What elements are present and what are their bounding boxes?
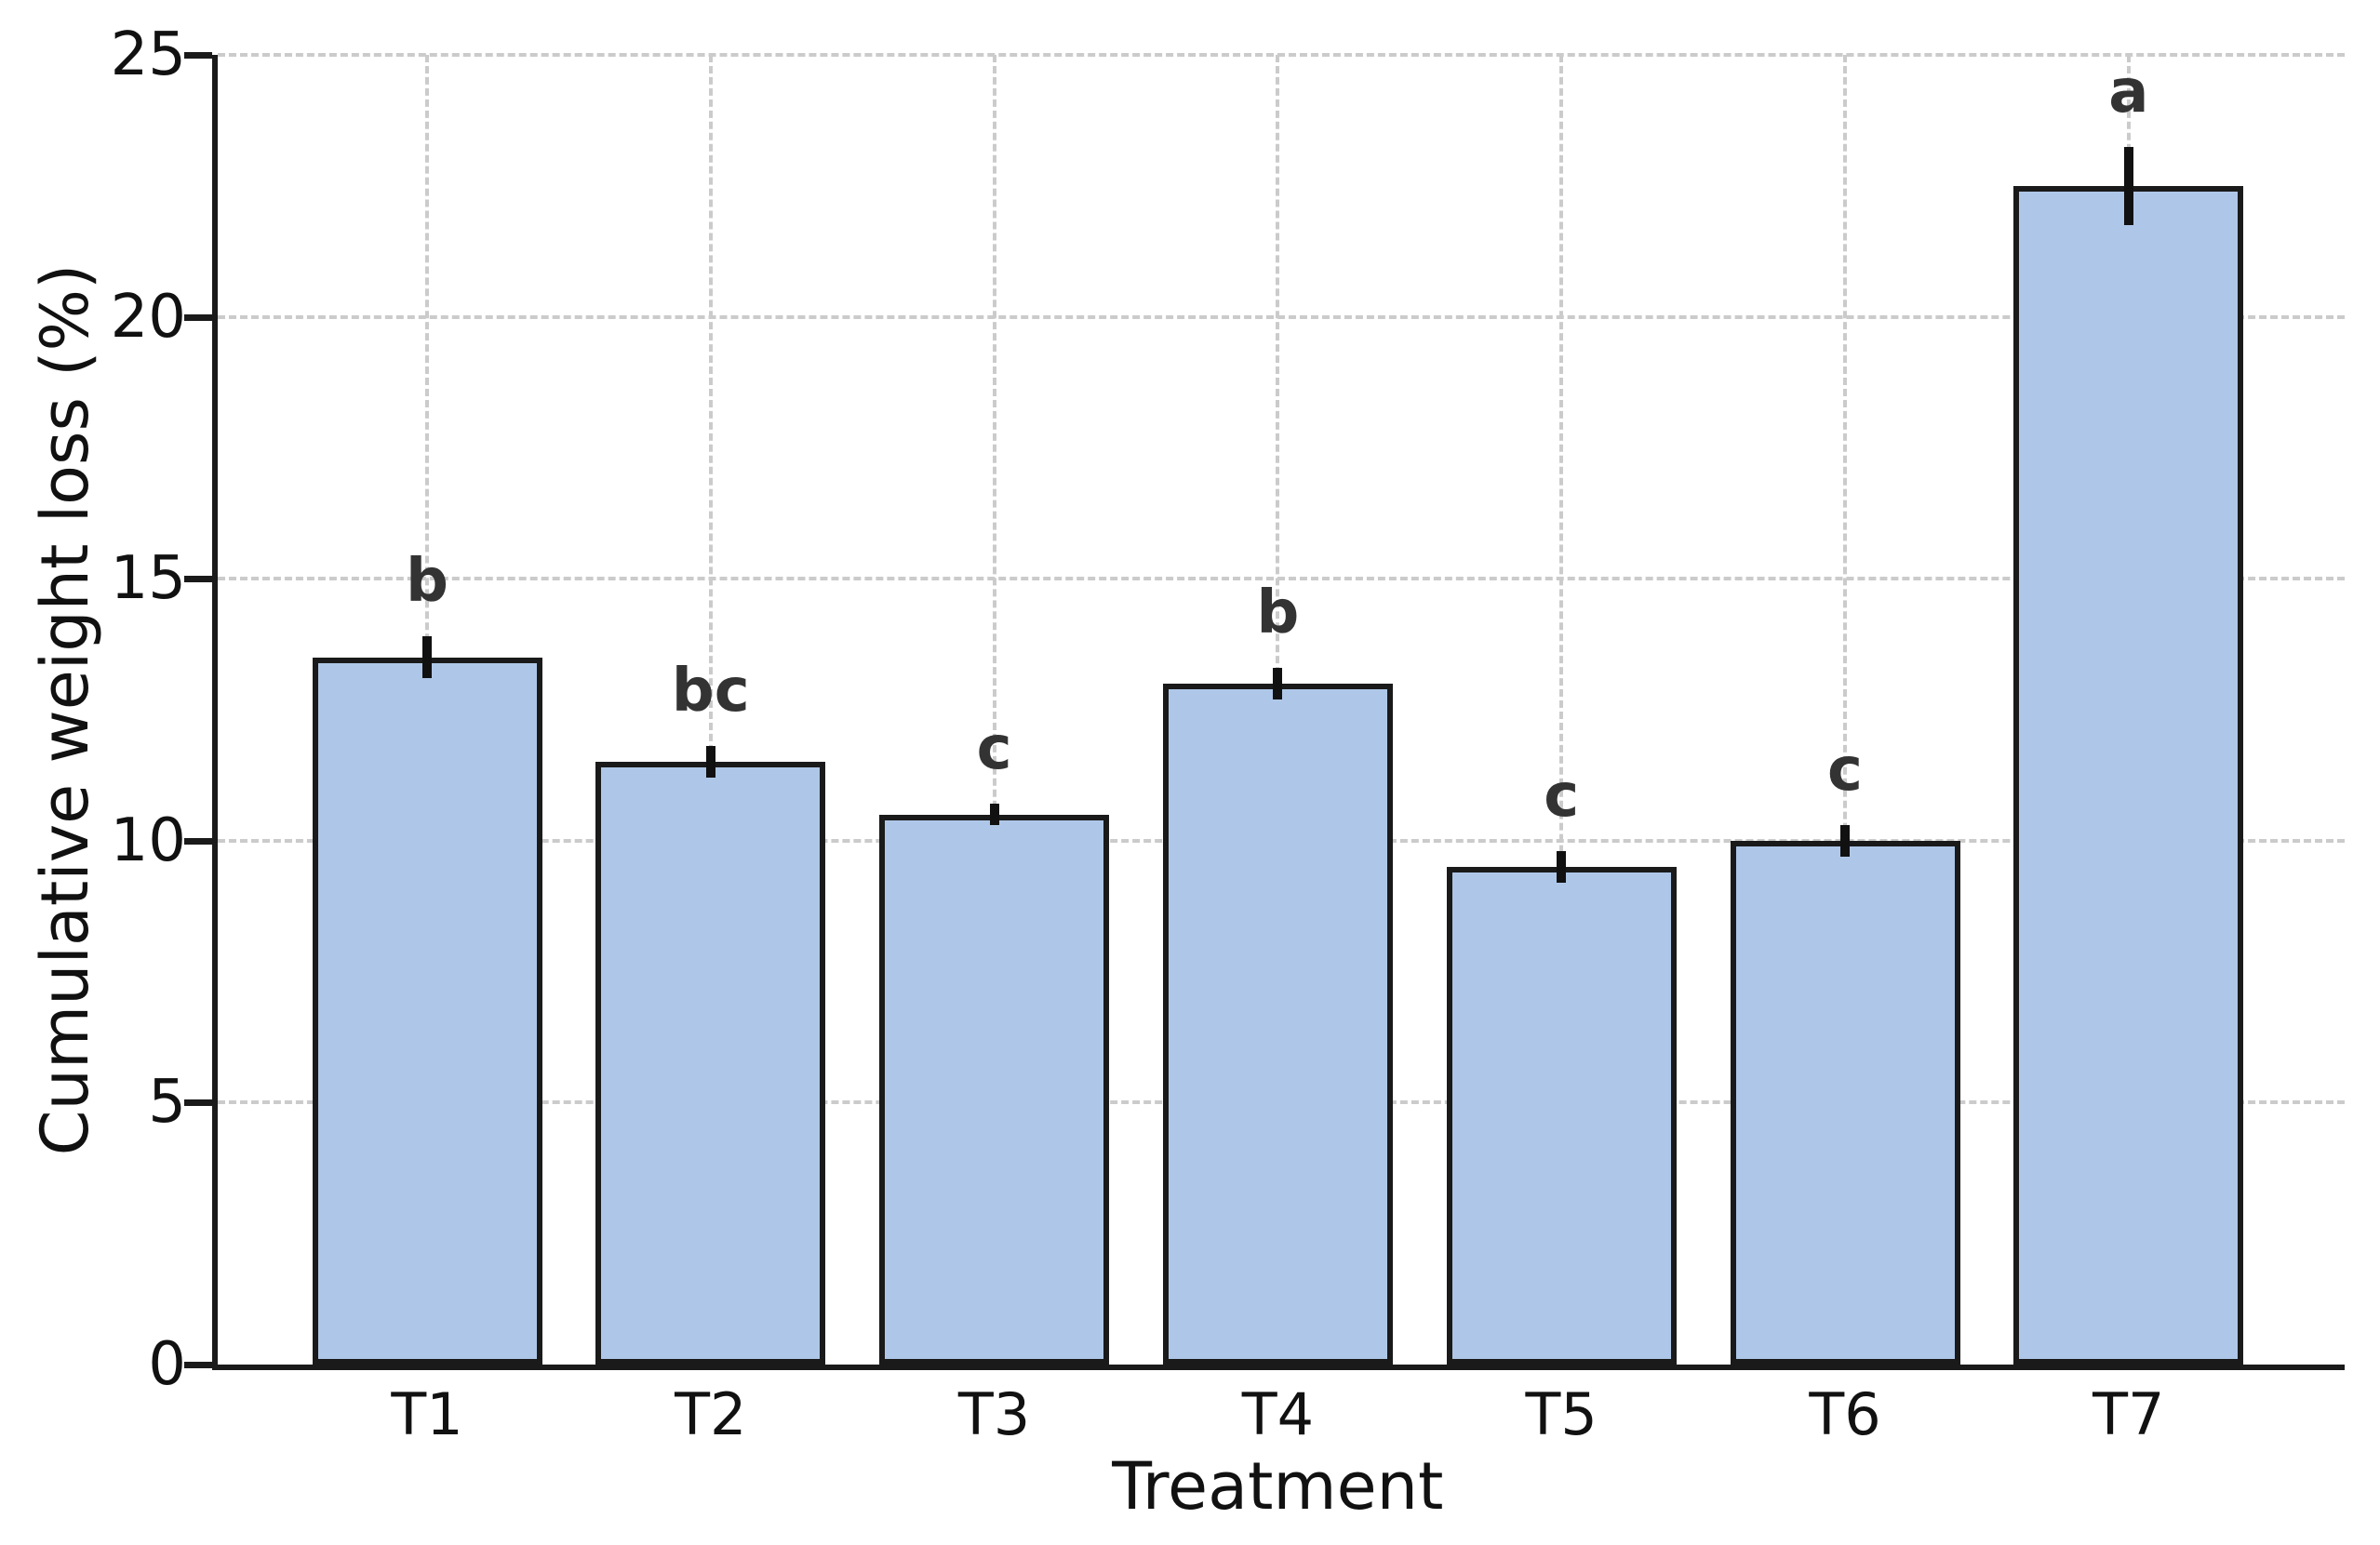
- x-axis-label: Treatment: [1112, 1448, 1444, 1525]
- y-tick-label: 15: [110, 544, 186, 614]
- h-gridline-20: [218, 314, 2345, 319]
- h-gridline-25: [218, 53, 2345, 57]
- bar-T1: [312, 657, 542, 1365]
- v-gridline-T2: [708, 55, 713, 1365]
- x-tick-label-T6: T6: [1809, 1380, 1881, 1448]
- y-tick-mark-10: [184, 837, 212, 845]
- bar-T3: [879, 814, 1110, 1365]
- error-bar-T7: [2123, 146, 2133, 226]
- v-gridline-T5: [1559, 55, 1564, 1365]
- y-axis-label: Cumulative weight loss (%): [27, 263, 103, 1156]
- x-tick-label-T2: T2: [675, 1380, 747, 1448]
- bar-T5: [1446, 866, 1677, 1365]
- bar-T2: [595, 762, 826, 1365]
- error-bar-T2: [705, 746, 715, 779]
- v-gridline-T6: [1843, 55, 1847, 1365]
- bar-T4: [1162, 683, 1393, 1365]
- y-tick-label: 20: [110, 282, 186, 352]
- sig-letter-T6: c: [1827, 735, 1863, 805]
- y-tick-mark-0: [184, 1362, 212, 1368]
- error-bar-T6: [1840, 824, 1850, 857]
- error-bar-T3: [989, 804, 999, 825]
- y-tick-label: 0: [148, 1330, 186, 1399]
- x-tick-label-T3: T3: [957, 1380, 1031, 1448]
- y-tick-mark-15: [184, 576, 212, 583]
- error-bar-T5: [1557, 851, 1567, 883]
- sig-letter-T7: a: [2108, 57, 2149, 127]
- y-tick-label: 25: [110, 20, 186, 89]
- x-tick-label-T4: T4: [1241, 1380, 1315, 1448]
- x-tick-label-T5: T5: [1525, 1380, 1598, 1448]
- y-tick-label: 10: [110, 806, 186, 875]
- sig-letter-T3: c: [976, 714, 1012, 784]
- sig-letter-T5: c: [1544, 762, 1580, 832]
- h-gridline-15: [218, 577, 2345, 581]
- error-bar-T4: [1273, 667, 1283, 699]
- bar-T6: [1730, 840, 1960, 1365]
- sig-letter-T4: b: [1256, 578, 1300, 647]
- bar-T7: [2013, 185, 2244, 1365]
- y-tick-mark-5: [184, 1099, 212, 1107]
- x-tick-label-T1: T1: [391, 1380, 463, 1448]
- y-tick-mark-25: [184, 52, 212, 59]
- v-gridline-T3: [992, 55, 996, 1365]
- sig-letter-T2: bc: [671, 657, 750, 726]
- y-tick-mark-20: [184, 313, 212, 321]
- plot-area: b bc c b c c a: [212, 53, 2345, 1370]
- y-tick-label: 5: [148, 1068, 186, 1138]
- error-bar-T1: [422, 636, 432, 679]
- sig-letter-T1: b: [406, 547, 448, 617]
- x-tick-label-T7: T7: [2093, 1380, 2165, 1448]
